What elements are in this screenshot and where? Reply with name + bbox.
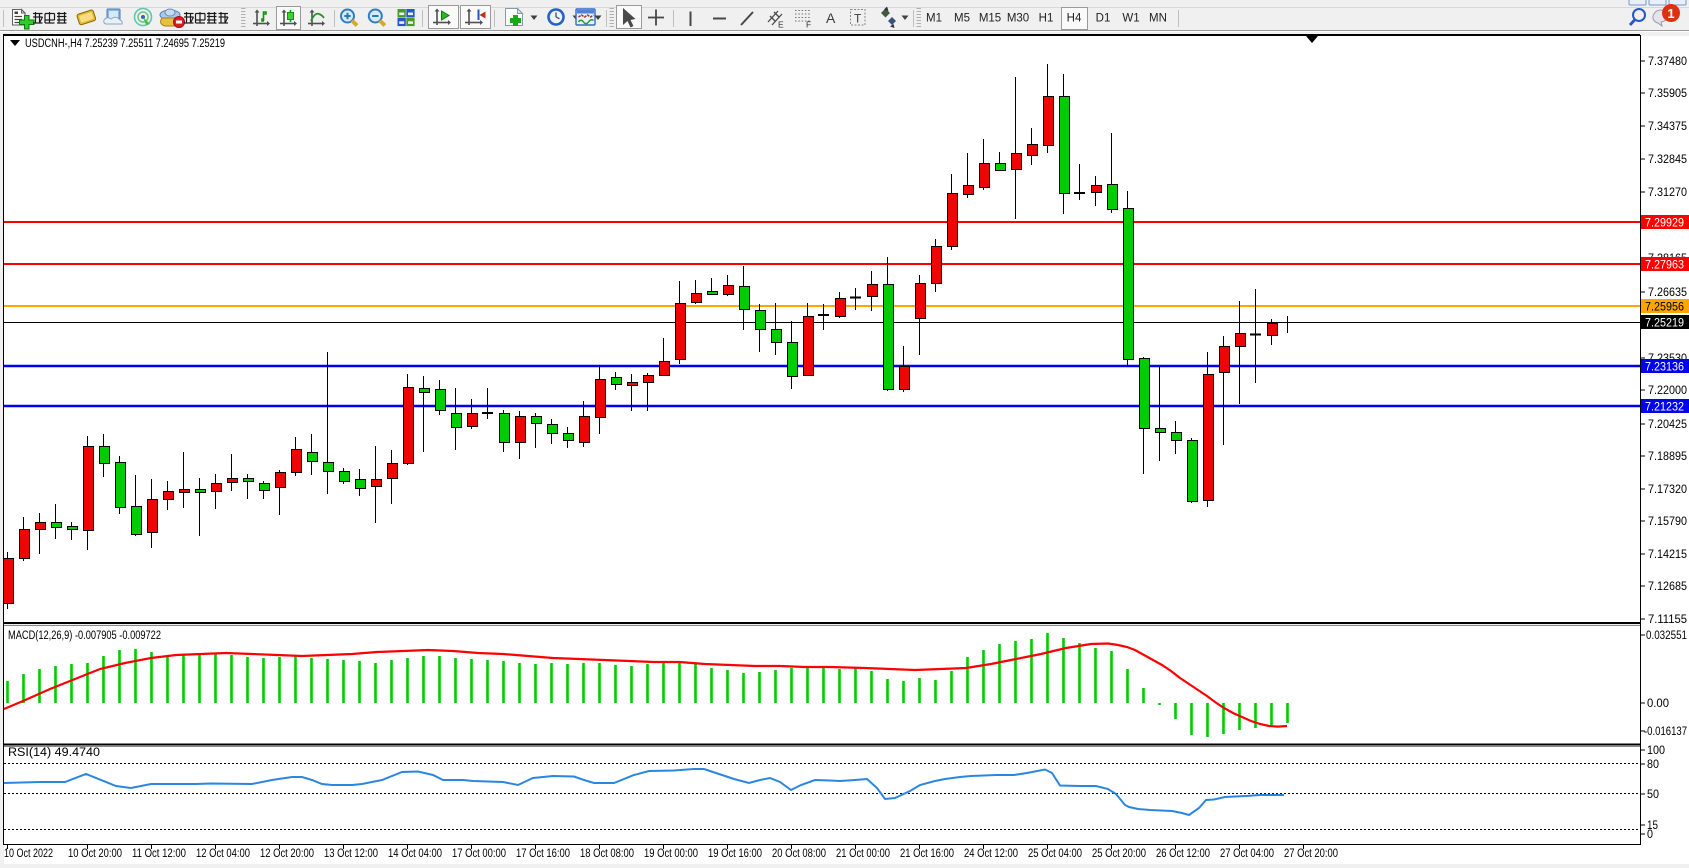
svg-text:MN: MN <box>1149 13 1167 25</box>
svg-text:18 Oct 08:00: 18 Oct 08:00 <box>580 848 634 860</box>
svg-text:7.31270: 7.31270 <box>1648 187 1687 199</box>
svg-text:7.22000: 7.22000 <box>1648 385 1687 397</box>
svg-text:0.032551: 0.032551 <box>1646 630 1687 642</box>
svg-text:M5: M5 <box>954 13 970 25</box>
svg-text:25 Oct 20:00: 25 Oct 20:00 <box>1092 848 1146 860</box>
svg-text:27 Oct 20:00: 27 Oct 20:00 <box>1284 848 1338 860</box>
svg-text:21 Oct 00:00: 21 Oct 00:00 <box>836 848 890 860</box>
svg-text:F: F <box>806 20 811 30</box>
svg-text:11 Oct 12:00: 11 Oct 12:00 <box>132 848 186 860</box>
svg-text:17 Oct 00:00: 17 Oct 00:00 <box>452 848 506 860</box>
svg-text:T: T <box>854 12 862 26</box>
svg-text:7.20425: 7.20425 <box>1648 419 1687 431</box>
svg-text:20 Oct 08:00: 20 Oct 08:00 <box>772 848 826 860</box>
svg-text:W1: W1 <box>1122 13 1139 25</box>
svg-text:M1: M1 <box>926 13 942 25</box>
svg-text:H4: H4 <box>1067 13 1082 25</box>
svg-text:24 Oct 12:00: 24 Oct 12:00 <box>964 848 1018 860</box>
svg-text:12 Oct 04:00: 12 Oct 04:00 <box>196 848 250 860</box>
svg-text:7.17320: 7.17320 <box>1648 484 1687 496</box>
svg-text:H1: H1 <box>1039 13 1054 25</box>
svg-text:50: 50 <box>1647 789 1659 801</box>
svg-text:14 Oct 04:00: 14 Oct 04:00 <box>388 848 442 860</box>
svg-text:7.12685: 7.12685 <box>1648 581 1687 593</box>
svg-text:1: 1 <box>1667 6 1674 21</box>
svg-text:7.21232: 7.21232 <box>1645 402 1684 414</box>
svg-text:7.15790: 7.15790 <box>1648 516 1687 528</box>
svg-text:100: 100 <box>1647 745 1665 757</box>
svg-text:7.37480: 7.37480 <box>1648 56 1687 68</box>
svg-text:M30: M30 <box>1007 13 1029 25</box>
svg-text:12 Oct 20:00: 12 Oct 20:00 <box>260 848 314 860</box>
svg-text:17 Oct 16:00: 17 Oct 16:00 <box>516 848 570 860</box>
svg-text:MACD(12,26,9) -0.007905 -0.009: MACD(12,26,9) -0.007905 -0.009722 <box>8 630 161 642</box>
svg-text:7.14215: 7.14215 <box>1648 549 1687 561</box>
svg-text:7.34375: 7.34375 <box>1648 121 1687 133</box>
svg-text:10 Oct 2022: 10 Oct 2022 <box>4 848 53 860</box>
svg-text:25 Oct 04:00: 25 Oct 04:00 <box>1028 848 1082 860</box>
svg-text:7.25956: 7.25956 <box>1645 302 1684 314</box>
svg-text:26 Oct 12:00: 26 Oct 12:00 <box>1156 848 1210 860</box>
svg-text:7.35905: 7.35905 <box>1648 88 1687 100</box>
svg-text:7.25219: 7.25219 <box>1645 318 1684 330</box>
svg-text:7.27963: 7.27963 <box>1645 260 1684 272</box>
svg-text:M15: M15 <box>979 13 1001 25</box>
svg-text:19 Oct 00:00: 19 Oct 00:00 <box>644 848 698 860</box>
svg-text:21 Oct 16:00: 21 Oct 16:00 <box>900 848 954 860</box>
svg-text:7.18895: 7.18895 <box>1648 451 1687 463</box>
svg-text:19 Oct 16:00: 19 Oct 16:00 <box>708 848 762 860</box>
svg-text:80: 80 <box>1647 759 1659 771</box>
svg-text:D1: D1 <box>1096 13 1111 25</box>
svg-text:0.00: 0.00 <box>1647 698 1669 710</box>
svg-text:7.11155: 7.11155 <box>1648 614 1687 626</box>
svg-text:USDCNH-,H4 7.25239 7.25511 7.: USDCNH-,H4 7.25239 7.25511 7.24695 7.252… <box>25 38 225 50</box>
svg-text:RSI(14) 49.4740: RSI(14) 49.4740 <box>8 747 100 759</box>
svg-text:7.29929: 7.29929 <box>1645 218 1684 230</box>
svg-text:10 Oct 20:00: 10 Oct 20:00 <box>68 848 122 860</box>
svg-text:E: E <box>778 20 784 30</box>
svg-text:0: 0 <box>1647 829 1653 841</box>
svg-text:27 Oct 04:00: 27 Oct 04:00 <box>1220 848 1274 860</box>
svg-text:7.23136: 7.23136 <box>1645 362 1684 374</box>
svg-text:A: A <box>826 10 836 26</box>
svg-text:7.26635: 7.26635 <box>1648 287 1687 299</box>
svg-text:7.32845: 7.32845 <box>1648 154 1687 166</box>
svg-text:13 Oct 12:00: 13 Oct 12:00 <box>324 848 378 860</box>
svg-text:-0.016137: -0.016137 <box>1644 726 1687 738</box>
svg-text:15: 15 <box>1647 820 1658 832</box>
